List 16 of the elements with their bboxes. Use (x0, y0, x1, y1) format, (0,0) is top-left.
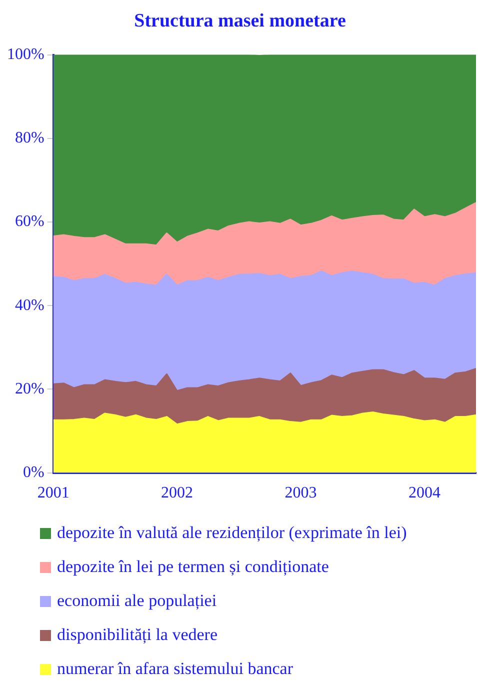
chart-title: Structura masei monetare (134, 10, 346, 32)
y-tick-label: 60% (15, 213, 44, 230)
x-tick-label: 2002 (161, 484, 194, 502)
legend-label: numerar în afara sistemului bancar (57, 659, 294, 679)
legend-label: depozite în lei pe termen și condiționate (57, 557, 329, 577)
legend-label: economii ale populației (57, 591, 217, 611)
x-tick-label: 2003 (284, 484, 317, 502)
legend-label: disponibilități la vedere (57, 625, 218, 645)
y-tick-label: 100% (7, 46, 44, 64)
y-tick-label: 0% (23, 464, 44, 482)
legend-label: depozite în valută ale rezidenților (exprimate în lei) (57, 523, 407, 543)
x-tick-label: 2004 (408, 484, 440, 502)
y-tick-label: 40% (15, 296, 44, 314)
y-tick-label: 80% (15, 130, 44, 147)
x-tick-label: 2001 (37, 484, 70, 502)
y-tick-label: 20% (15, 380, 44, 398)
